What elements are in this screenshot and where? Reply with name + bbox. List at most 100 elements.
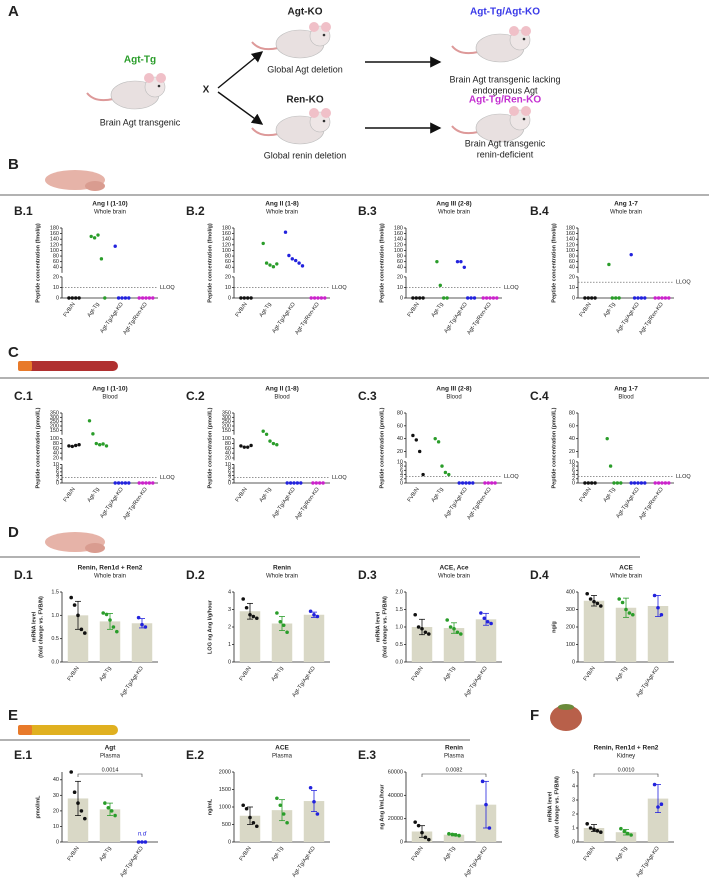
- data-point: [69, 770, 73, 774]
- data-point: [261, 429, 265, 433]
- data-point: [115, 629, 119, 634]
- data-point: [281, 812, 286, 816]
- y-tick-label: 140: [566, 237, 575, 243]
- mouse-tail: [451, 125, 479, 135]
- data-point: [120, 296, 124, 300]
- x-tick-label: FVB/N: [411, 846, 425, 863]
- data-point: [592, 827, 596, 832]
- data-point: [94, 441, 99, 446]
- y-tick-label: 2: [228, 477, 231, 483]
- y-tick-label: 40: [53, 451, 59, 457]
- data-point: [308, 609, 313, 614]
- chart-title: Renin, Ren1d + Ren2: [78, 565, 143, 572]
- data-point: [278, 803, 283, 808]
- data-point: [599, 830, 603, 834]
- data-point: [283, 230, 288, 234]
- panel-label: C.2: [186, 389, 205, 403]
- y-tick-label: 500: [222, 822, 231, 828]
- data-point: [143, 840, 148, 844]
- data-point: [311, 481, 315, 485]
- y-tick-label: 4: [572, 783, 575, 789]
- data-point: [87, 419, 92, 423]
- bar: [67, 798, 89, 842]
- x-tick-label: Agt-Tg: [442, 846, 456, 863]
- data-point: [427, 632, 431, 636]
- chart-title: Agt: [105, 745, 117, 752]
- data-point: [656, 805, 660, 809]
- data-point: [315, 812, 320, 816]
- y-tick-label: 6: [400, 468, 403, 474]
- data-point: [491, 296, 496, 300]
- data-point: [667, 296, 671, 300]
- y-tick-label: 80: [225, 441, 231, 447]
- data-point: [140, 296, 145, 300]
- x-tick-label: Agt-Tg: [430, 487, 444, 504]
- data-point: [287, 253, 291, 258]
- data-point: [292, 481, 296, 485]
- y-tick-label: 20: [53, 455, 59, 461]
- data-point: [299, 481, 303, 485]
- y-tick-label: 0: [228, 659, 231, 665]
- data-point: [151, 296, 155, 300]
- y-tick-label: 80: [397, 410, 403, 416]
- data-point: [72, 790, 77, 795]
- data-point: [629, 481, 633, 485]
- data-point: [452, 626, 456, 631]
- section-label: B: [8, 156, 19, 173]
- data-point: [76, 801, 80, 805]
- data-point: [103, 801, 107, 805]
- panel-label: E.2: [186, 748, 204, 762]
- y-tick-label: 0: [572, 659, 575, 665]
- data-point: [251, 820, 256, 825]
- y-tick-label: 3: [228, 607, 231, 613]
- data-point: [74, 443, 78, 448]
- data-point: [447, 832, 451, 836]
- data-point: [488, 296, 492, 300]
- x-tick-label: Agt-Tg/Agt-KO: [271, 301, 297, 335]
- data-point: [72, 603, 77, 607]
- y-tick-label: 60: [397, 423, 403, 429]
- node-title: Ren-KO: [286, 95, 323, 106]
- bar: [647, 606, 669, 662]
- x-tick-label: FVB/N: [579, 302, 593, 319]
- data-point: [457, 833, 461, 838]
- data-point: [147, 296, 152, 300]
- chart-panel: B.1 Ang I (1-10) Whole brain Peptide concen…: [14, 201, 175, 336]
- x-tick-label: Agt-Tg/Ren-KO: [122, 301, 149, 336]
- y-tick-label: 0: [56, 839, 59, 845]
- y-tick-label: 60: [225, 446, 231, 452]
- node-title: Agt-Tg/Ren-KO: [469, 95, 541, 106]
- data-point: [622, 829, 627, 834]
- data-point: [631, 612, 635, 617]
- chart-panel: B.4 Ang 1-7 Whole brain Peptide concentrati…: [530, 201, 691, 336]
- data-point: [659, 612, 664, 617]
- y-tick-label: 180: [566, 225, 575, 231]
- data-point: [271, 265, 276, 269]
- y-tick-label: 0: [228, 295, 231, 301]
- data-point: [414, 438, 418, 442]
- data-point: [586, 296, 590, 300]
- data-point: [450, 832, 455, 837]
- x-tick-label: Agt-Tg: [270, 666, 284, 683]
- y-tick-label: 40000: [388, 793, 403, 799]
- panel-label: D.4: [530, 568, 549, 582]
- data-point: [123, 296, 128, 300]
- y-tick-label: 4: [400, 472, 403, 478]
- y-tick-label: 100: [222, 436, 231, 442]
- data-point: [493, 481, 497, 485]
- node-caption: Brain Agt transgenic: [465, 138, 546, 148]
- y-tick-label: 10: [53, 824, 59, 830]
- y-tick-label: 100: [566, 642, 575, 648]
- y-tick-label: 160: [50, 231, 59, 237]
- mouse-icon: [86, 73, 166, 110]
- data-point: [619, 826, 623, 831]
- data-point: [590, 481, 594, 485]
- data-point: [91, 432, 95, 436]
- y-tick-label: 1.0: [395, 624, 403, 630]
- data-point: [249, 296, 253, 300]
- data-point: [246, 445, 250, 449]
- y-axis-label: ng/g: [551, 621, 557, 633]
- bar: [647, 798, 669, 842]
- x-tick-label: Agt-Tg/Agt-KO: [615, 486, 641, 520]
